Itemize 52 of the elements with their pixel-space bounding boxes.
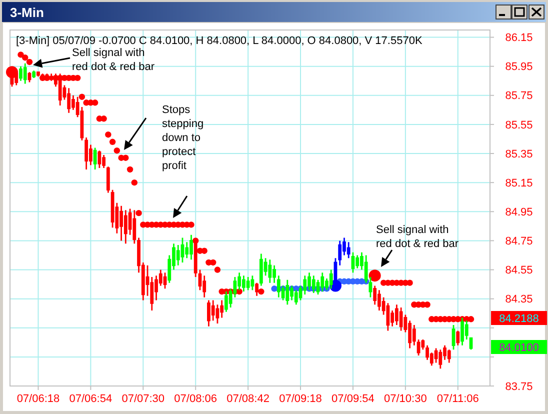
- y-tick-label: 85.55: [505, 119, 533, 132]
- y-tick-label: 85.95: [505, 61, 533, 74]
- candlestick: [93, 147, 97, 170]
- candlestick: [412, 324, 416, 346]
- text: 84.0100: [499, 342, 539, 354]
- candlestick: [447, 348, 451, 364]
- chart-subtitle: [3-Min] 05/07/09 -0.0700 C 84.0100, H 84.0800, L 84.0000, O 84.0800, V 17.5570K: [16, 35, 423, 47]
- y-tick-label: 86.15: [505, 32, 533, 44]
- y-tick-label: 84.75: [505, 236, 533, 248]
- x-tick-label: 07/06:54: [69, 393, 112, 405]
- y-tick-label: 85.15: [505, 177, 533, 190]
- candlestick: [364, 254, 368, 284]
- candlestick: [268, 258, 272, 284]
- x-tick-label: 07/10:30: [384, 393, 427, 405]
- candlestick: [346, 241, 350, 259]
- candlestick: [259, 253, 263, 286]
- candlestick: [67, 87, 71, 114]
- point: [368, 270, 381, 282]
- x-tick-label: 07/08:06: [174, 393, 218, 405]
- candlestick: [246, 276, 250, 291]
- candlestick: [312, 274, 316, 294]
- candlestick: [23, 62, 27, 84]
- candlestick: [356, 254, 360, 269]
- y-tick-label: 84.35: [505, 294, 533, 306]
- candlestick: [276, 274, 280, 298]
- x-tick-label: 07/09:18: [279, 393, 322, 405]
- x-tick-label: 07/08:42: [226, 393, 270, 405]
- candlestick: [320, 272, 324, 292]
- annotation: Sell signal with red dot & red bar: [72, 47, 155, 73]
- y-tick-label: 84.55: [505, 264, 533, 277]
- candlestick: [124, 209, 128, 244]
- x-tick-label: 07/11:06: [436, 393, 479, 405]
- y-tick-label: 85.75: [505, 90, 533, 102]
- candlestick: [32, 70, 36, 79]
- candlestick: [84, 136, 88, 170]
- candlestick: [250, 274, 254, 291]
- y-tick-label: 85.35: [505, 148, 533, 160]
- candlestick: [98, 150, 102, 169]
- annotation: Sell signal with red dot & red bar: [376, 224, 459, 250]
- x-tick-label: 07/06:18: [16, 393, 60, 405]
- candlestick: [399, 306, 403, 332]
- candlestick: [438, 348, 442, 370]
- candlestick: [456, 330, 460, 346]
- candlestick: [286, 279, 290, 306]
- chart-title: 3-Min: [10, 5, 44, 20]
- annotation: Stops stepping down to protect profit: [162, 104, 204, 172]
- y-tick-label: 83.75: [505, 380, 533, 393]
- x-tick-label: 07/07:30: [122, 393, 165, 405]
- candlestick: [338, 240, 342, 266]
- x-tick-label: 07/09:54: [332, 393, 374, 405]
- text: 84.2188: [499, 312, 539, 325]
- y-tick-label: 84.95: [505, 206, 533, 218]
